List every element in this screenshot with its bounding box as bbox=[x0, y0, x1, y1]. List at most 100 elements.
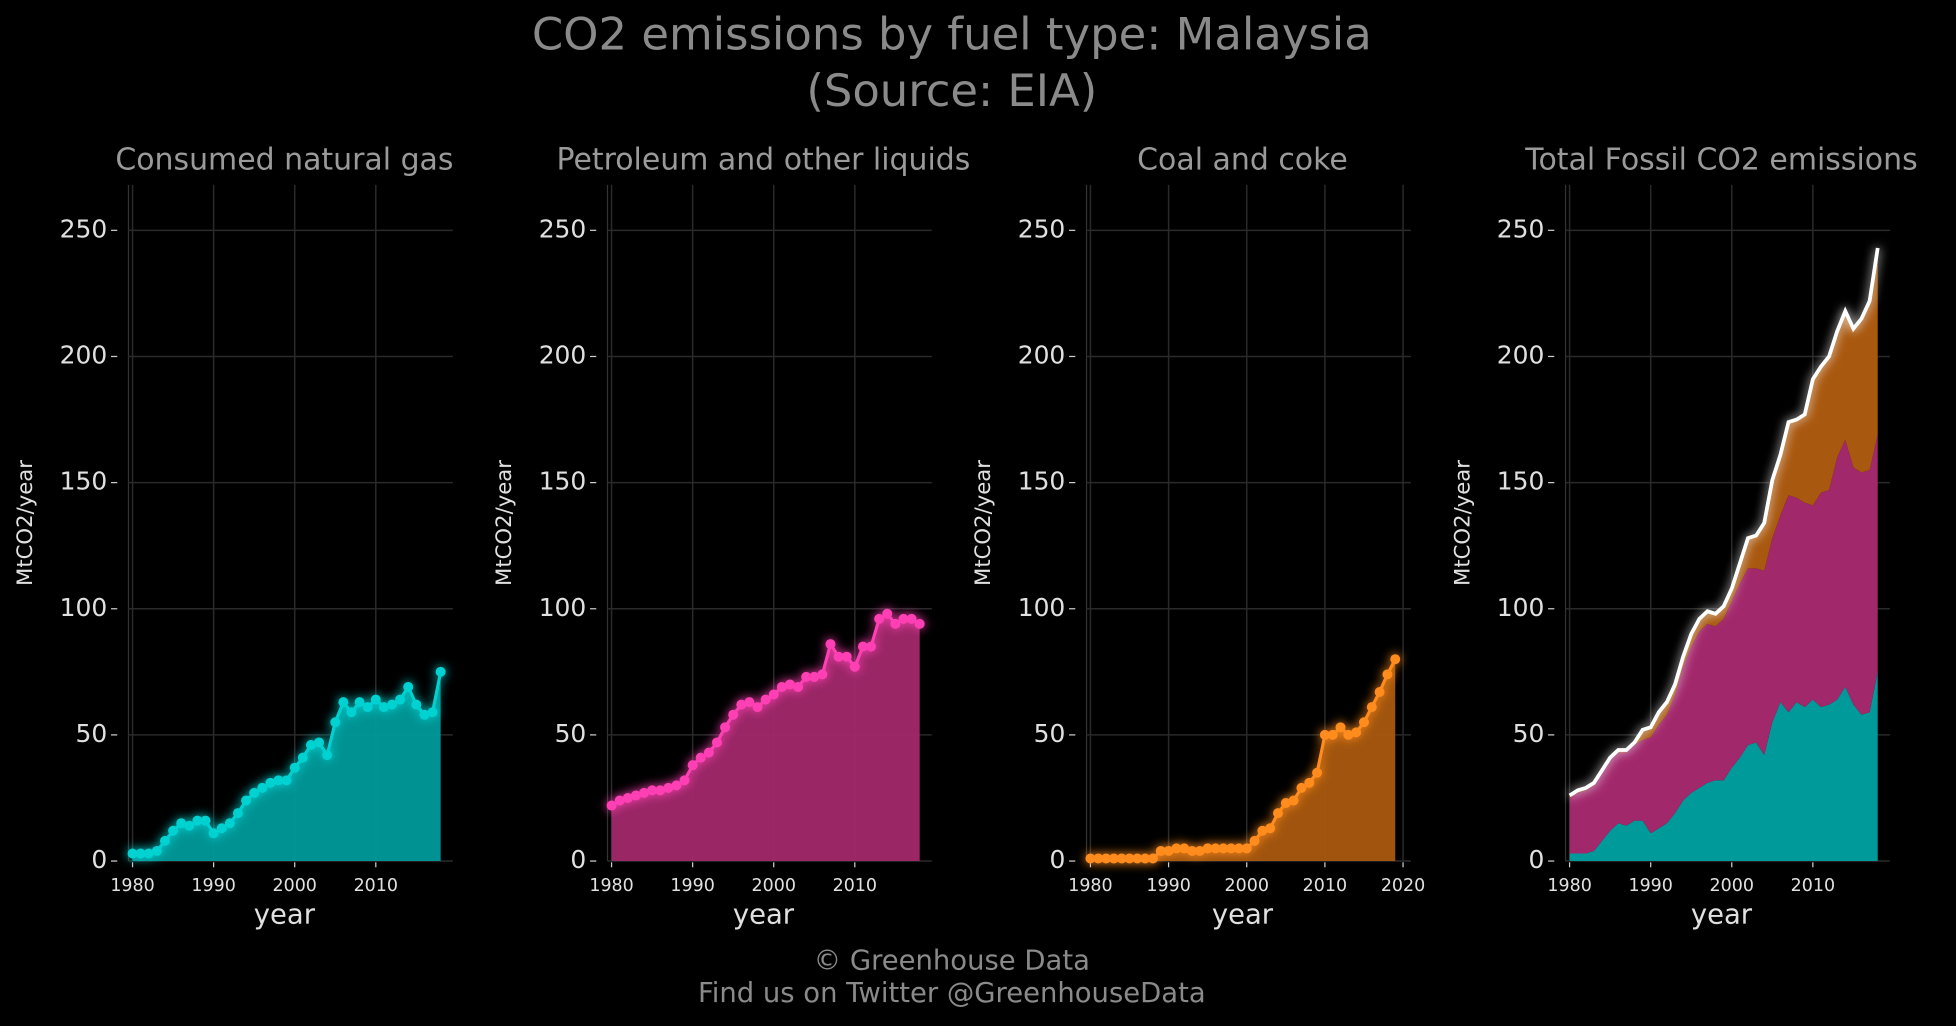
point bbox=[305, 739, 316, 750]
point bbox=[1093, 853, 1104, 864]
point bbox=[679, 775, 690, 786]
chart-title: CO2 emissions by fuel type: Malaysia bbox=[532, 8, 1372, 61]
point bbox=[395, 694, 406, 705]
point bbox=[314, 737, 325, 748]
point bbox=[281, 775, 292, 786]
area bbox=[132, 671, 441, 862]
point bbox=[1187, 845, 1198, 856]
y-axis-label: MtCO2/year bbox=[12, 460, 37, 586]
y-axis-label: MtCO2/year bbox=[1449, 460, 1474, 586]
point bbox=[200, 815, 211, 826]
point bbox=[168, 825, 179, 836]
x-axis-label: year bbox=[254, 899, 316, 930]
x-tick-label: 2010 bbox=[833, 876, 877, 896]
point bbox=[192, 815, 203, 826]
point bbox=[411, 699, 422, 710]
point bbox=[655, 785, 666, 796]
point bbox=[1390, 654, 1401, 665]
point bbox=[1343, 729, 1354, 740]
point bbox=[703, 747, 714, 758]
point bbox=[809, 671, 820, 682]
point bbox=[1374, 687, 1385, 697]
point bbox=[1257, 825, 1268, 836]
point bbox=[1226, 843, 1237, 854]
x-tick-label: 1990 bbox=[670, 876, 714, 896]
x-tick-label: 1990 bbox=[1628, 876, 1672, 896]
point bbox=[1147, 853, 1158, 864]
point bbox=[728, 709, 739, 720]
point bbox=[427, 707, 438, 718]
point bbox=[687, 760, 698, 771]
point bbox=[354, 697, 365, 708]
footer: Find us on Twitter @GreenhouseData bbox=[698, 978, 1206, 1009]
point bbox=[1132, 853, 1143, 864]
y-tick-label: 150 bbox=[539, 467, 587, 496]
y-tick-label: 50 bbox=[555, 719, 587, 748]
point bbox=[760, 694, 771, 705]
x-tick-label: 1980 bbox=[1547, 876, 1591, 896]
point bbox=[135, 848, 146, 859]
point bbox=[825, 639, 836, 650]
y-tick-label: 150 bbox=[1497, 467, 1545, 496]
x-tick-label: 2000 bbox=[272, 876, 316, 896]
x-tick-label: 2010 bbox=[1791, 876, 1835, 896]
point bbox=[330, 717, 341, 728]
y-tick-label: 50 bbox=[1034, 719, 1066, 748]
point bbox=[866, 641, 877, 652]
stacked-area bbox=[1569, 671, 1878, 862]
point bbox=[768, 689, 779, 700]
y-tick-label: 200 bbox=[60, 340, 108, 369]
point bbox=[176, 818, 187, 829]
y-tick-label: 0 bbox=[1528, 845, 1544, 874]
point bbox=[322, 750, 333, 761]
point bbox=[801, 671, 812, 682]
point bbox=[663, 782, 674, 793]
point bbox=[1233, 843, 1244, 854]
point bbox=[208, 828, 219, 839]
point bbox=[849, 661, 860, 672]
point bbox=[1101, 853, 1112, 864]
glow-group bbox=[1085, 654, 1401, 864]
x-tick-label: 2020 bbox=[1381, 876, 1425, 896]
point bbox=[914, 618, 925, 629]
point bbox=[1273, 808, 1283, 819]
point bbox=[776, 681, 787, 692]
point bbox=[127, 848, 138, 859]
panel-title: Total Fossil CO2 emissions bbox=[1524, 143, 1917, 178]
point bbox=[1085, 853, 1096, 864]
point bbox=[403, 681, 414, 692]
point bbox=[241, 795, 252, 806]
x-tick-label: 1980 bbox=[110, 876, 154, 896]
point bbox=[232, 808, 243, 819]
point bbox=[370, 694, 381, 705]
point bbox=[378, 702, 389, 713]
stacked-area bbox=[1569, 434, 1878, 854]
y-tick-label: 0 bbox=[570, 845, 586, 874]
point bbox=[874, 613, 885, 624]
point bbox=[695, 752, 706, 763]
glow-group bbox=[606, 608, 925, 811]
point bbox=[265, 777, 276, 788]
y-tick-label: 150 bbox=[60, 467, 108, 496]
point bbox=[297, 752, 308, 763]
point bbox=[1210, 843, 1221, 854]
point bbox=[1296, 782, 1307, 793]
total-line bbox=[1568, 247, 1880, 798]
point bbox=[419, 709, 430, 720]
point bbox=[1327, 729, 1338, 740]
point bbox=[346, 707, 357, 718]
point bbox=[793, 681, 804, 692]
y-tick-label: 50 bbox=[76, 719, 108, 748]
point bbox=[817, 669, 828, 680]
y-tick-label: 100 bbox=[539, 593, 587, 622]
y-tick-label: 100 bbox=[1497, 593, 1545, 622]
x-axis-label: year bbox=[1691, 899, 1753, 930]
point bbox=[614, 795, 625, 806]
point bbox=[1304, 777, 1315, 788]
point bbox=[249, 787, 260, 798]
point bbox=[833, 651, 844, 662]
x-tick-label: 1980 bbox=[589, 876, 633, 896]
point bbox=[143, 848, 154, 859]
point bbox=[1202, 843, 1213, 854]
